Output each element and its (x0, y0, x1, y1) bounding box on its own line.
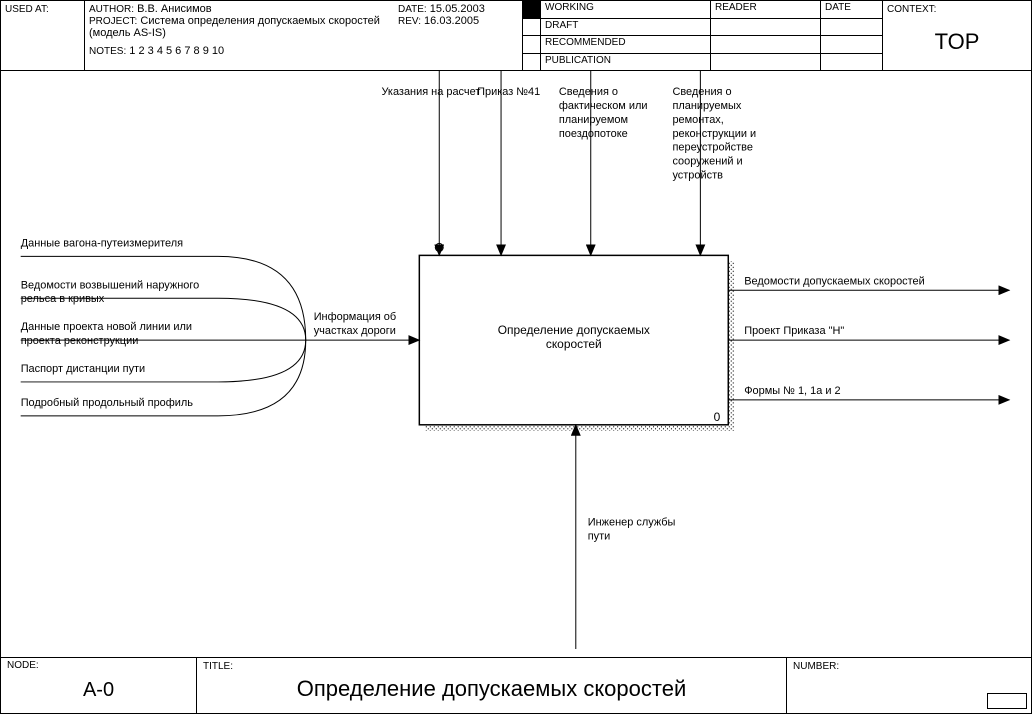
header-status-block: WORKING READER DATE DRAFT RECOMMENDED PU… (523, 1, 883, 70)
date-label: DATE: (398, 4, 427, 15)
svg-text:Информация обучастках дороги: Информация обучастках дороги (314, 311, 396, 337)
number-label: NUMBER: (793, 661, 839, 672)
svg-text:Ведомости допускаемых скоросте: Ведомости допускаемых скоростей (744, 275, 925, 287)
footer: NODE: A-0 TITLE: Определение допускаемых… (1, 657, 1031, 713)
svg-text:Подробный продольный профиль: Подробный продольный профиль (21, 397, 194, 409)
svg-text:Сведения опланируемыхремонтах,: Сведения опланируемыхремонтах,реконструк… (672, 86, 756, 182)
author-label: AUTHOR: (89, 4, 134, 15)
project-label: PROJECT: (89, 16, 137, 27)
status-date-3 (821, 54, 882, 71)
status-reader-label: READER (711, 1, 821, 18)
status-reader-2 (711, 36, 821, 53)
svg-text:0: 0 (714, 410, 721, 424)
status-date-label: DATE (821, 1, 882, 18)
author-value: В.В. Анисимов (137, 3, 212, 15)
svg-text:Указания на расчет: Указания на расчет (381, 86, 480, 98)
svg-text:Проект Приказа "Н": Проект Приказа "Н" (744, 325, 844, 337)
footer-number: NUMBER: (787, 658, 1031, 713)
status-mark-publication (523, 54, 541, 71)
diagram-svg: Определение допускаемыхскоростей0Указани… (1, 71, 1031, 657)
svg-text:Ведомости возвышений наружного: Ведомости возвышений наружногорельса в к… (21, 279, 200, 305)
status-working: WORKING (541, 1, 711, 18)
status-date-2 (821, 36, 882, 53)
page-box (987, 693, 1027, 709)
svg-text:Данные вагона-путеизмерителя: Данные вагона-путеизмерителя (21, 237, 183, 249)
header-used-at: USED AT: (1, 1, 85, 70)
status-publication: PUBLICATION (541, 54, 711, 71)
svg-text:Инженер службыпути: Инженер службыпути (588, 516, 676, 542)
svg-text:Формы № 1, 1а и 2: Формы № 1, 1а и 2 (744, 385, 840, 397)
svg-text:Паспорт дистанции пути: Паспорт дистанции пути (21, 363, 146, 375)
header-context: CONTEXT: TOP (883, 1, 1031, 70)
notes-value: 1 2 3 4 5 6 7 8 9 10 (129, 45, 224, 57)
status-reader-3 (711, 54, 821, 71)
status-reader-1 (711, 19, 821, 36)
svg-text:Приказ №41: Приказ №41 (477, 86, 540, 98)
rev-label: REV: (398, 16, 421, 27)
notes-label: NOTES: (89, 46, 126, 57)
footer-node: NODE: A-0 (1, 658, 197, 713)
title-label: TITLE: (203, 661, 233, 672)
date-value: 15.05.2003 (430, 3, 485, 15)
status-recommended: RECOMMENDED (541, 36, 711, 53)
status-draft: DRAFT (541, 19, 711, 36)
header: USED AT: AUTHOR: В.В. Анисимов DATE: 15.… (1, 1, 1031, 71)
context-label: CONTEXT: (887, 4, 936, 15)
title-value: Определение допускаемых скоростей (203, 676, 780, 702)
status-mark-draft (523, 19, 541, 36)
used-at-label: USED AT: (5, 4, 49, 15)
node-value: A-0 (7, 679, 190, 702)
status-mark-recommended (523, 36, 541, 53)
status-mark-working (523, 1, 541, 18)
context-value: TOP (887, 29, 1027, 55)
svg-text:Сведения офактическом илиплани: Сведения офактическом илипланируемомпоез… (559, 86, 648, 140)
header-author-block: AUTHOR: В.В. Анисимов DATE: 15.05.2003 P… (85, 1, 523, 70)
diagram-canvas: Определение допускаемыхскоростей0Указани… (1, 71, 1031, 657)
idef0-frame: USED AT: AUTHOR: В.В. Анисимов DATE: 15.… (0, 0, 1032, 714)
rev-value: 16.03.2005 (424, 15, 479, 27)
node-label: NODE: (7, 660, 190, 671)
svg-text:Данные проекта новой линии или: Данные проекта новой линии илипроекта ре… (21, 321, 192, 347)
footer-title: TITLE: Определение допускаемых скоростей (197, 658, 787, 713)
status-date-1 (821, 19, 882, 36)
